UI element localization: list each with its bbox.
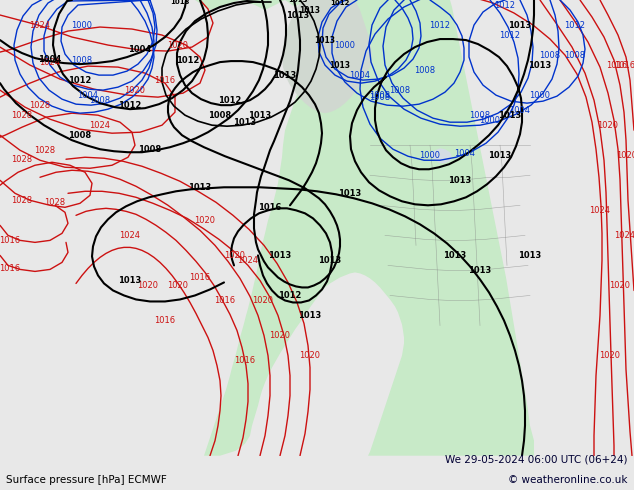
Text: 1020: 1020: [124, 86, 145, 95]
Polygon shape: [428, 148, 452, 163]
Text: 1000: 1000: [479, 116, 500, 124]
Text: 1024: 1024: [30, 21, 51, 29]
Text: 1020: 1020: [269, 331, 290, 340]
Text: 1028: 1028: [11, 155, 32, 164]
Text: 1024: 1024: [89, 121, 110, 130]
Text: 1008: 1008: [72, 55, 93, 65]
Text: 1016: 1016: [235, 356, 256, 365]
Text: 1020: 1020: [167, 41, 188, 49]
Text: 1013: 1013: [528, 61, 552, 70]
Text: 1012: 1012: [429, 21, 451, 29]
Text: 1012: 1012: [278, 291, 302, 300]
Text: 1012: 1012: [495, 0, 515, 9]
Text: 1024: 1024: [39, 58, 60, 67]
Text: 1008: 1008: [370, 93, 391, 101]
Text: 1020: 1020: [600, 351, 621, 360]
Text: 1012: 1012: [330, 0, 350, 6]
Text: 1020: 1020: [252, 296, 273, 305]
Text: 1020: 1020: [167, 281, 188, 290]
Text: 1012: 1012: [176, 55, 200, 65]
Text: 1012: 1012: [218, 96, 242, 105]
Text: 1012: 1012: [119, 100, 141, 110]
Text: 1000: 1000: [335, 41, 356, 49]
Text: 1004: 1004: [128, 45, 152, 53]
Text: 1004: 1004: [77, 91, 98, 99]
Text: 1012: 1012: [564, 21, 586, 29]
Text: 1013: 1013: [508, 21, 532, 29]
Text: 1000: 1000: [72, 21, 93, 29]
Text: We 29-05-2024 06:00 UTC (06+24): We 29-05-2024 06:00 UTC (06+24): [445, 455, 628, 465]
Text: 1013: 1013: [469, 266, 491, 275]
Text: © weatheronline.co.uk: © weatheronline.co.uk: [508, 475, 628, 485]
Text: 1008: 1008: [540, 50, 560, 60]
Text: 1020: 1020: [195, 216, 216, 225]
Text: 1013: 1013: [268, 251, 292, 260]
Text: 1013: 1013: [287, 10, 309, 20]
Text: 1016: 1016: [0, 236, 20, 245]
Text: 1013: 1013: [299, 311, 321, 320]
Text: 1013: 1013: [273, 71, 297, 79]
Text: 1012: 1012: [500, 30, 521, 40]
Polygon shape: [195, 0, 534, 456]
Text: Surface pressure [hPa] ECMWF: Surface pressure [hPa] ECMWF: [6, 475, 167, 485]
Text: 1008: 1008: [209, 111, 231, 120]
Text: 1024: 1024: [614, 231, 634, 240]
Text: 1013: 1013: [299, 5, 321, 15]
Text: 1016: 1016: [214, 296, 236, 305]
Text: 1028: 1028: [34, 146, 56, 155]
Text: 1016: 1016: [155, 316, 176, 325]
Text: 1013: 1013: [488, 151, 512, 160]
Text: 1008: 1008: [138, 145, 162, 154]
Text: 1000: 1000: [420, 151, 441, 160]
Text: 1012: 1012: [68, 75, 92, 85]
Polygon shape: [282, 0, 372, 113]
Text: 1008: 1008: [89, 96, 110, 105]
Text: 1013: 1013: [318, 256, 342, 265]
Text: 1013: 1013: [448, 176, 472, 185]
Text: 1028: 1028: [44, 198, 65, 207]
Text: 1024: 1024: [590, 206, 611, 215]
Text: 1016: 1016: [614, 61, 634, 70]
Text: 1020: 1020: [609, 281, 630, 290]
Text: 1016: 1016: [190, 273, 210, 282]
Text: 1024: 1024: [238, 256, 259, 265]
Text: 1004: 1004: [39, 54, 61, 64]
Text: 1008: 1008: [415, 66, 436, 74]
Text: 1020: 1020: [138, 281, 158, 290]
Text: 1013: 1013: [519, 251, 541, 260]
Text: 1008: 1008: [68, 131, 91, 140]
Text: 1016: 1016: [0, 264, 20, 273]
Text: 1013: 1013: [171, 0, 190, 5]
Text: 1013: 1013: [498, 111, 522, 120]
Text: 1028: 1028: [29, 100, 51, 110]
Text: 1000: 1000: [529, 91, 550, 99]
Text: 1013: 1013: [249, 111, 271, 120]
Text: 1020: 1020: [597, 121, 619, 130]
Text: 1016: 1016: [607, 61, 628, 70]
Text: 1020: 1020: [224, 251, 245, 260]
Text: 1013: 1013: [288, 0, 307, 3]
Text: 1016: 1016: [155, 75, 176, 85]
Text: 1028: 1028: [11, 196, 32, 205]
Text: 1028: 1028: [11, 111, 32, 120]
Text: 1013: 1013: [188, 183, 212, 192]
Text: 1008: 1008: [389, 86, 411, 95]
Text: 1016: 1016: [258, 203, 281, 212]
Text: 1004: 1004: [510, 106, 531, 115]
Text: 1013: 1013: [330, 61, 351, 70]
Text: 1024: 1024: [119, 231, 141, 240]
Text: 1020: 1020: [616, 151, 634, 160]
Text: 1013: 1013: [119, 276, 141, 285]
Text: 1013: 1013: [314, 36, 335, 45]
Text: 1004: 1004: [455, 149, 476, 158]
Text: 1008: 1008: [564, 50, 586, 60]
Text: 1020: 1020: [299, 351, 321, 360]
Text: 1008: 1008: [469, 111, 491, 120]
Text: 1013: 1013: [339, 189, 361, 198]
Text: 1013: 1013: [233, 118, 257, 127]
Text: 1004: 1004: [349, 71, 370, 79]
Text: 1013: 1013: [443, 251, 467, 260]
Text: 1008: 1008: [370, 91, 391, 99]
